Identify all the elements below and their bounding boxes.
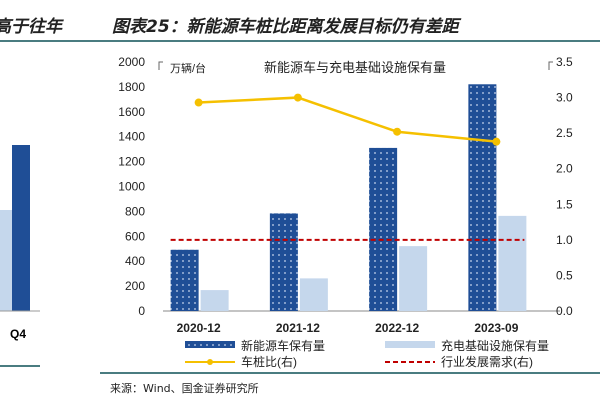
ratio-point	[293, 93, 302, 102]
left-fragment-bar-light	[0, 210, 12, 311]
legend-label: 充电基础设施保有量	[441, 338, 549, 353]
y2-axis-bracket	[548, 61, 553, 70]
chart-figure-title: 图表25：新能源车桩比距离发展目标仍有差距	[112, 17, 459, 37]
bar-nev-2022-12	[369, 147, 398, 311]
title-divider	[0, 40, 600, 42]
y-tick-label: 2000	[118, 55, 145, 69]
legend-swatch	[385, 341, 435, 348]
y-tick-label: 200	[125, 279, 145, 293]
chart-title: 新能源车与充电基础设施保有量	[264, 60, 446, 75]
y-tick-label: 1000	[118, 180, 145, 194]
y2-tick-label: 2.0	[556, 162, 573, 176]
y-axis-label: 万辆/台	[170, 61, 206, 75]
y2-tick-label: 3.0	[556, 91, 573, 105]
ratio-line	[198, 96, 497, 143]
source-note: 来源：Wind、国金证券研究所	[110, 382, 259, 395]
ratio-point	[393, 127, 402, 136]
y2-tick-label: 2.5	[556, 126, 573, 140]
legend-swatch	[185, 341, 235, 348]
left-chart-title-fragment: 高于往年	[0, 17, 62, 37]
bar-nev-2023-09	[468, 84, 497, 312]
bar-charging-2020-12	[200, 290, 229, 311]
x-tick-label: 2022-12	[375, 321, 419, 335]
y-tick-label: 1400	[118, 130, 145, 144]
legend-label: 新能源车保有量	[241, 338, 325, 353]
legend-marker	[207, 359, 213, 365]
bar-nev-2020-12	[170, 249, 199, 311]
ratio-point	[194, 98, 203, 107]
left-fragment-tick: Q4	[10, 327, 26, 341]
x-tick-label: 2021-12	[276, 321, 320, 335]
y-tick-label: 0	[138, 304, 145, 318]
y2-tick-label: 1.5	[556, 197, 573, 211]
y-axis-bracket	[158, 61, 163, 70]
y-tick-label: 1600	[118, 105, 145, 119]
x-tick-label: 2020-12	[177, 321, 221, 335]
y-tick-label: 800	[125, 204, 145, 218]
legend-label: 车桩比(右)	[241, 354, 297, 369]
y2-tick-label: 3.5	[556, 55, 573, 69]
y2-tick-label: 1.0	[556, 233, 573, 247]
bar-nev-2021-12	[269, 213, 298, 311]
y-tick-label: 1200	[118, 155, 145, 169]
y-tick-label: 1800	[118, 80, 145, 94]
y2-tick-label: 0.0	[556, 304, 573, 318]
left-fragment-bar-dark	[12, 145, 30, 311]
x-tick-label: 2023-09	[474, 321, 518, 335]
bar-charging-2023-09	[498, 215, 527, 311]
bar-charging-2022-12	[399, 246, 428, 311]
y-tick-label: 400	[125, 254, 145, 268]
y2-tick-label: 0.5	[556, 268, 573, 282]
bar-charging-2021-12	[299, 278, 328, 311]
y-tick-label: 600	[125, 229, 145, 243]
legend-label: 行业发展需求(右)	[441, 354, 533, 369]
ratio-point	[492, 137, 501, 146]
